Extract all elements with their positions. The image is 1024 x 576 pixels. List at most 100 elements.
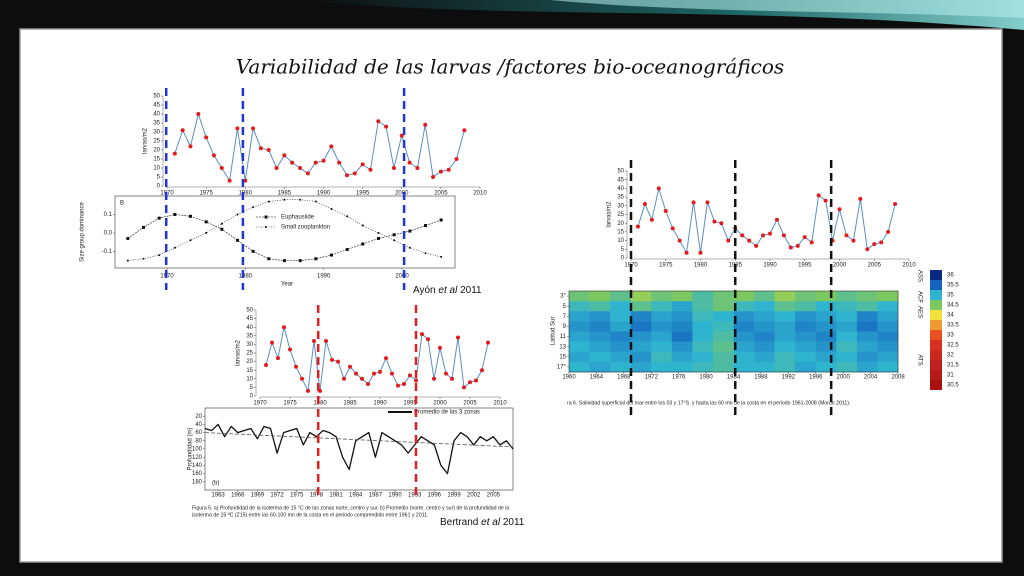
heatmap-cell: [671, 341, 693, 353]
colorbar-label: 33.5: [947, 323, 959, 329]
y-tick-label: 17°: [557, 365, 567, 371]
data-point: [220, 227, 224, 231]
plot-frame: [114, 195, 456, 269]
y-tick-label: 5: [621, 247, 625, 253]
colorbar-label: 31: [947, 373, 954, 379]
figure-caption: isoterma de 15 ºC (Z15) entre las 60-100…: [192, 512, 429, 518]
x-tick-label: 1987: [369, 493, 383, 499]
data-point: [670, 226, 675, 231]
heatmap-cell: [754, 351, 775, 363]
y-tick-label: 40: [617, 186, 624, 192]
y-tick-label: 45: [617, 177, 624, 183]
heatmap-cell: [754, 291, 775, 302]
data-point: [879, 240, 884, 245]
data-point: [267, 257, 271, 261]
x-tick-label: 1995: [356, 191, 370, 197]
y-tick-label: 9: [563, 324, 567, 330]
y-tick-label: 20: [153, 148, 160, 154]
data-point: [266, 148, 271, 152]
heatmap-cell: [836, 301, 858, 312]
x-tick-label: 1993: [408, 493, 422, 499]
citation: Bertrand et al 2011: [440, 517, 525, 528]
x-tick-label: 1985: [278, 191, 292, 197]
y-tick-label: 15: [246, 368, 253, 374]
y-tick-label: 100: [192, 447, 203, 453]
heatmap-cell: [856, 301, 878, 312]
water-mass-label: ATS: [916, 354, 922, 365]
heatmap-cell: [877, 321, 899, 332]
data-point: [366, 381, 370, 386]
y-tick-label: 11: [560, 334, 567, 340]
x-tick-label: 1972: [645, 375, 659, 381]
series-line: [204, 423, 514, 475]
x-tick-label: 1995: [798, 263, 812, 269]
data-point: [361, 242, 365, 246]
heatmap-cell: [733, 291, 755, 302]
heatmap-cell: [630, 361, 652, 373]
data-point: [346, 215, 349, 218]
heatmap-cell: [815, 291, 837, 302]
heatmap-cell: [877, 361, 899, 373]
heatmap-cell: [836, 311, 858, 322]
y-tick-label: 0.1: [104, 212, 113, 218]
y-tick-label: 50: [617, 169, 624, 175]
x-tick-label: 1975: [283, 401, 297, 407]
heatmap-cell: [733, 311, 755, 322]
data-point: [126, 236, 130, 240]
heatmap-cell: [877, 301, 899, 312]
data-point: [837, 207, 842, 212]
colorbar-label: 31.5: [947, 363, 959, 369]
heatmap-cell: [815, 331, 837, 342]
data-point: [376, 119, 381, 124]
data-point: [354, 371, 358, 376]
colorbar-cell: [930, 320, 942, 330]
colorbar-cell: [930, 380, 942, 390]
data-point: [420, 332, 424, 337]
data-point: [258, 146, 263, 151]
data-point: [408, 229, 412, 233]
heatmap-cell: [774, 341, 796, 353]
data-point: [188, 144, 193, 149]
heatmap-cell: [569, 361, 590, 373]
y-tick-label: 30: [246, 342, 253, 348]
data-point: [211, 153, 216, 158]
y-tick-label: 10: [617, 238, 624, 244]
x-tick-label: 1963: [211, 493, 225, 499]
data-point: [399, 133, 404, 138]
data-point: [236, 213, 239, 216]
heatmap-cell: [733, 351, 755, 363]
data-point: [649, 217, 654, 222]
heatmap-cell: [692, 341, 714, 353]
data-point: [360, 162, 365, 167]
heatmap-cell: [836, 321, 858, 332]
heatmap-cell: [651, 351, 673, 363]
heatmap-cell: [569, 311, 590, 322]
data-point: [642, 202, 647, 207]
heatmap-cell: [692, 311, 714, 322]
data-point: [424, 224, 427, 228]
data-point: [747, 238, 752, 243]
heatmap-cell: [671, 331, 693, 342]
x-tick-label: 1966: [231, 493, 245, 499]
heatmap-cell: [692, 331, 714, 342]
y-tick-label: 5: [157, 175, 161, 181]
y-tick-label: 80: [195, 438, 202, 444]
heatmap-cell: [877, 311, 899, 322]
data-point: [220, 222, 223, 225]
data-point: [402, 381, 406, 386]
heatmap-cell: [836, 361, 858, 373]
trend-line: [204, 432, 514, 448]
data-point: [264, 363, 268, 368]
y-tick-label: 20: [246, 359, 253, 365]
y-tick-label: 45: [246, 316, 253, 322]
heatmap-cell: [692, 301, 714, 312]
data-point: [456, 335, 460, 340]
colorbar-cell: [930, 280, 942, 290]
data-point: [396, 383, 400, 388]
heatmap-cell: [877, 291, 899, 302]
data-point: [298, 166, 303, 170]
data-point: [774, 217, 779, 222]
heatmap-cell: [692, 351, 714, 363]
data-point: [440, 255, 443, 258]
